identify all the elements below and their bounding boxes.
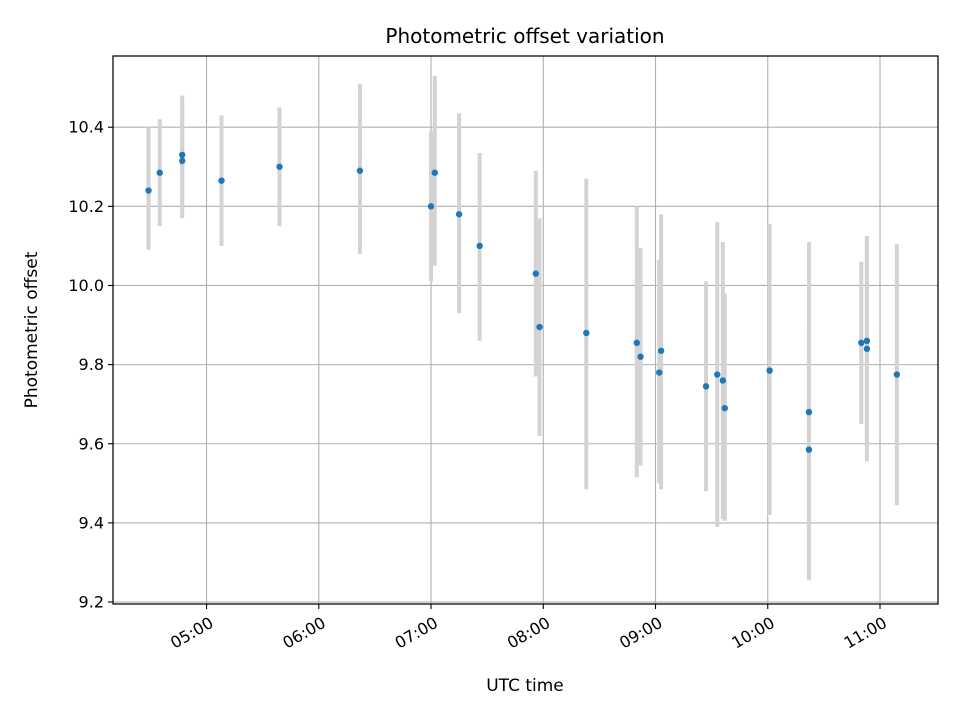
data-point: [179, 157, 186, 165]
data-point: [179, 151, 186, 159]
data-point: [656, 369, 663, 376]
data-point: [657, 347, 665, 354]
data-point: [805, 446, 813, 453]
data-points: [145, 151, 901, 453]
plot-frame: [112, 55, 939, 605]
data-point: [863, 345, 871, 352]
data-point: [276, 163, 283, 170]
plot-area: [113, 56, 938, 604]
data-point: [431, 169, 438, 176]
y-tick-label: 9.4: [79, 513, 104, 532]
data-point: [583, 329, 590, 337]
data-point: [714, 371, 721, 378]
data-point: [858, 339, 865, 347]
data-point: [719, 377, 727, 384]
y-tick-label: 10.4: [68, 118, 104, 137]
data-point: [863, 337, 871, 345]
y-tick-label: 9.8: [79, 355, 104, 374]
y-tick-label: 9.2: [79, 593, 104, 612]
data-point: [702, 383, 710, 390]
data-point: [356, 167, 364, 174]
data-point: [455, 211, 463, 218]
data-point: [766, 367, 773, 374]
data-point: [427, 203, 435, 210]
data-point: [536, 323, 543, 331]
data-point: [156, 169, 163, 176]
data-point: [893, 371, 901, 378]
y-axis-label: Photometric offset: [22, 251, 42, 408]
chart-title: Photometric offset variation: [385, 24, 664, 48]
data-point: [532, 270, 539, 277]
data-point: [476, 242, 483, 250]
data-point: [721, 404, 728, 412]
data-point: [637, 353, 644, 360]
y-axis-ticks: 9.2 9.4 9.6 9.8 10.0 10.2 10.4: [68, 118, 113, 612]
data-point: [633, 339, 641, 347]
x-axis-label: UTC time: [486, 676, 564, 696]
data-point: [805, 408, 813, 416]
data-point: [218, 177, 225, 184]
y-tick-label: 10.2: [68, 197, 104, 216]
y-tick-label: 9.6: [79, 434, 104, 453]
data-point: [145, 187, 152, 194]
y-tick-label: 10.0: [68, 276, 104, 295]
